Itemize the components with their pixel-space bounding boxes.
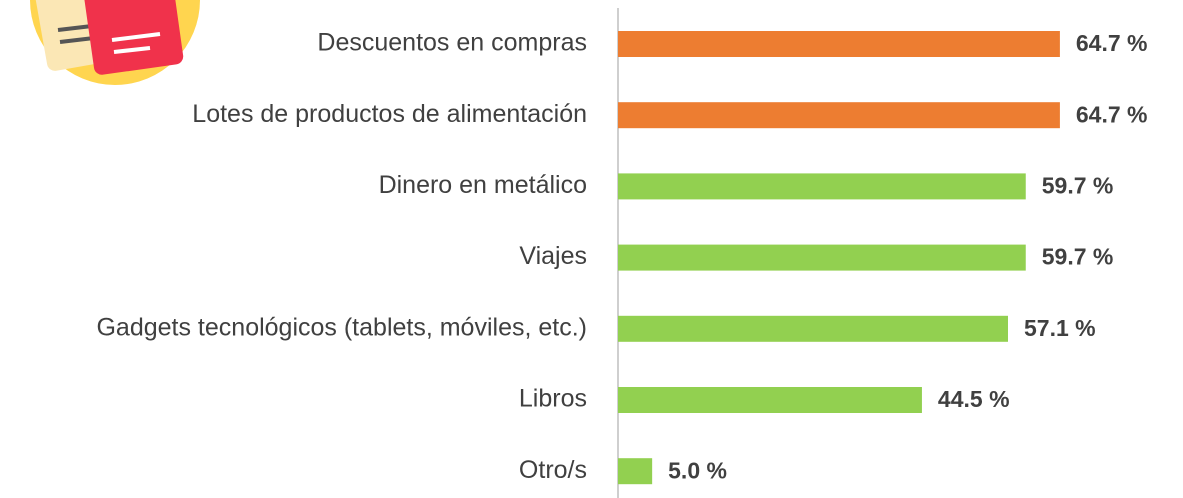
category-label: Dinero en metálico (379, 171, 587, 199)
bar (618, 31, 1060, 57)
bar (618, 315, 1008, 342)
value-label: 5.0 % (668, 457, 727, 483)
icon (30, 0, 200, 85)
bar (618, 458, 653, 485)
category-label: Gadgets tecnológicos (tablets, móviles, … (96, 313, 587, 341)
category-label: Libros (519, 385, 587, 413)
category-label: Viajes (519, 242, 587, 270)
bar (618, 244, 1026, 271)
bar (618, 387, 922, 413)
value-label: 64.7 % (1076, 101, 1148, 127)
bar (618, 102, 1060, 129)
category-label: Otro/s (519, 456, 587, 484)
value-label: 59.7 % (1042, 244, 1114, 270)
value-label: 59.7 % (1042, 172, 1114, 198)
value-label: 44.5 % (938, 386, 1010, 412)
value-label: 57.1 % (1024, 315, 1096, 341)
value-label: 64.7 % (1076, 30, 1148, 56)
category-label: Lotes de productos de alimentación (192, 100, 587, 128)
bar (618, 173, 1026, 200)
category-label: Descuentos en compras (317, 29, 587, 57)
